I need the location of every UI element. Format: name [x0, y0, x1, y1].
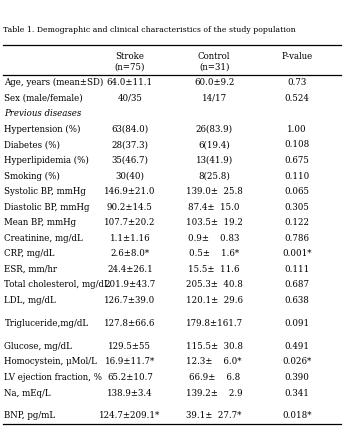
Text: 0.73: 0.73: [287, 78, 307, 87]
Text: Control: Control: [198, 52, 230, 61]
Text: 0.491: 0.491: [284, 342, 309, 351]
Text: 26(83.9): 26(83.9): [196, 125, 233, 134]
Text: 63(84.0): 63(84.0): [111, 125, 149, 134]
Text: 66.9±    6.8: 66.9± 6.8: [189, 373, 240, 382]
Text: 12.3±    6.0*: 12.3± 6.0*: [186, 357, 242, 366]
Text: LDL, mg/dL: LDL, mg/dL: [4, 296, 56, 305]
Text: 8(25.8): 8(25.8): [198, 172, 230, 181]
Text: 87.4±  15.0: 87.4± 15.0: [189, 202, 240, 212]
Text: 28(37.3): 28(37.3): [111, 141, 148, 150]
Text: 120.1±  29.6: 120.1± 29.6: [186, 296, 243, 305]
Text: 1.00: 1.00: [287, 125, 307, 134]
Text: 0.001*: 0.001*: [282, 249, 311, 259]
Text: 0.122: 0.122: [284, 218, 309, 227]
Text: 0.111: 0.111: [284, 265, 309, 274]
Text: 60.0±9.2: 60.0±9.2: [194, 78, 234, 87]
Text: P-value: P-value: [281, 52, 312, 61]
Text: 0.9±    0.83: 0.9± 0.83: [189, 234, 240, 243]
Text: 124.7±209.1*: 124.7±209.1*: [99, 412, 161, 421]
Text: Hyperlipidemia (%): Hyperlipidemia (%): [4, 156, 89, 165]
Text: ESR, mm/hr: ESR, mm/hr: [4, 265, 57, 274]
Text: Total cholesterol, mg/dL: Total cholesterol, mg/dL: [4, 280, 110, 290]
Text: Diabetes (%): Diabetes (%): [4, 141, 61, 150]
Text: Na, mEq/L: Na, mEq/L: [4, 388, 51, 397]
Text: 1.1±1.16: 1.1±1.16: [109, 234, 150, 243]
Text: 0.390: 0.390: [284, 373, 309, 382]
Text: 40/35: 40/35: [117, 94, 142, 103]
Text: Smoking (%): Smoking (%): [4, 171, 60, 181]
Text: 0.687: 0.687: [284, 280, 309, 290]
Text: 35(46.7): 35(46.7): [111, 156, 148, 165]
Text: 146.9±21.0: 146.9±21.0: [104, 187, 155, 196]
Text: 30(40): 30(40): [115, 172, 144, 181]
Text: 15.5±  11.6: 15.5± 11.6: [189, 265, 240, 274]
Text: Age, years (mean±SD): Age, years (mean±SD): [4, 78, 104, 87]
Text: 0.065: 0.065: [284, 187, 309, 196]
Text: 179.8±161.7: 179.8±161.7: [185, 319, 243, 328]
Text: CRP, mg/dL: CRP, mg/dL: [4, 249, 55, 259]
Text: 0.524: 0.524: [284, 94, 309, 103]
Text: Previous diseases: Previous diseases: [4, 109, 82, 118]
Text: 0.638: 0.638: [284, 296, 309, 305]
Text: 0.786: 0.786: [284, 234, 309, 243]
Text: 0.108: 0.108: [284, 141, 309, 150]
Text: BNP, pg/mL: BNP, pg/mL: [4, 412, 56, 421]
Text: 6(19.4): 6(19.4): [198, 141, 230, 150]
Text: 107.7±20.2: 107.7±20.2: [104, 218, 155, 227]
Text: 13(41.9): 13(41.9): [195, 156, 233, 165]
Text: 2.6±8.0*: 2.6±8.0*: [110, 249, 149, 259]
Text: Stroke: Stroke: [115, 52, 144, 61]
Text: 139.0±  25.8: 139.0± 25.8: [186, 187, 243, 196]
Text: 115.5±  30.8: 115.5± 30.8: [186, 342, 243, 351]
Text: 0.110: 0.110: [284, 172, 309, 181]
Text: 0.341: 0.341: [284, 388, 309, 397]
Text: 139.2±    2.9: 139.2± 2.9: [186, 388, 243, 397]
Text: 65.2±10.7: 65.2±10.7: [107, 373, 153, 382]
Text: Systolic BP, mmHg: Systolic BP, mmHg: [4, 187, 86, 196]
Text: Homocystein, μMol/L: Homocystein, μMol/L: [4, 357, 97, 366]
Text: Creatinine, mg/dL: Creatinine, mg/dL: [4, 234, 83, 243]
Text: Glucose, mg/dL: Glucose, mg/dL: [4, 342, 72, 351]
Text: 0.305: 0.305: [284, 202, 309, 212]
Text: 126.7±39.0: 126.7±39.0: [104, 296, 155, 305]
Text: 64.0±11.1: 64.0±11.1: [107, 78, 153, 87]
Text: 0.5±    1.6*: 0.5± 1.6*: [189, 249, 239, 259]
Text: 103.5±  19.2: 103.5± 19.2: [186, 218, 243, 227]
Text: (n=31): (n=31): [199, 63, 229, 72]
Text: 16.9±11.7*: 16.9±11.7*: [105, 357, 155, 366]
Text: (n=75): (n=75): [115, 63, 145, 72]
Text: 0.675: 0.675: [284, 156, 309, 165]
Text: Trigluceride,mg/dL: Trigluceride,mg/dL: [4, 319, 88, 328]
Text: 24.4±26.1: 24.4±26.1: [107, 265, 153, 274]
Text: Diastolic BP, mmHg: Diastolic BP, mmHg: [4, 202, 90, 212]
Text: 0.091: 0.091: [284, 319, 309, 328]
Text: 127.8±66.6: 127.8±66.6: [104, 319, 155, 328]
Text: 0.018*: 0.018*: [282, 412, 311, 421]
Text: 138.9±3.4: 138.9±3.4: [107, 388, 153, 397]
Text: LV ejection fraction, %: LV ejection fraction, %: [4, 373, 103, 382]
Text: 14/17: 14/17: [202, 94, 227, 103]
Text: 39.1±  27.7*: 39.1± 27.7*: [186, 412, 242, 421]
Text: 129.5±55: 129.5±55: [108, 342, 151, 351]
Text: Mean BP, mmHg: Mean BP, mmHg: [4, 218, 77, 227]
Text: Table 1. Demographic and clinical characteristics of the study population: Table 1. Demographic and clinical charac…: [3, 26, 296, 34]
Text: 0.026*: 0.026*: [282, 357, 311, 366]
Text: Hypertension (%): Hypertension (%): [4, 125, 81, 134]
Text: 90.2±14.5: 90.2±14.5: [107, 202, 153, 212]
Text: 201.9±43.7: 201.9±43.7: [104, 280, 155, 290]
Text: Sex (male/female): Sex (male/female): [4, 94, 83, 103]
Text: 205.3±  40.8: 205.3± 40.8: [186, 280, 243, 290]
